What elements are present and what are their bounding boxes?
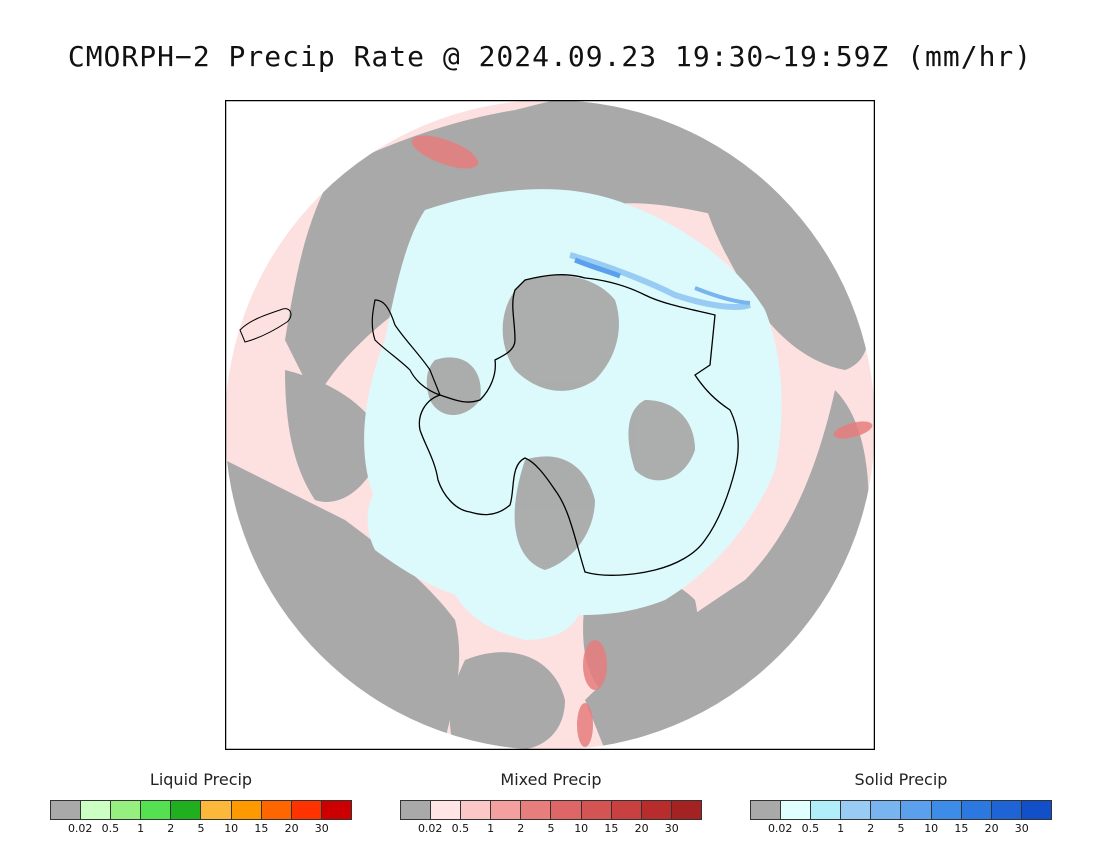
legend-tick-label: 0.5 [801,822,820,835]
legend-swatch [581,801,612,819]
legend-swatch [201,801,232,819]
legend-liquid: Liquid Precip 0.02 0.5 1 2 5 10 15 20 30 [50,770,352,836]
solid-precip-band [569,252,751,310]
legend-mixed-ticks: 0.02 0.5 1 2 5 10 15 20 30 [400,820,702,836]
legend-tick-label: 20 [634,822,649,835]
legend-swatch [1021,801,1051,819]
legend-swatch [491,801,522,819]
legend-tick-label: 1 [837,822,845,835]
legend-swatch [171,801,202,819]
solid-precip-core [574,257,621,279]
legend-tick-label: 0.02 [417,822,443,835]
legend-swatch [811,801,842,819]
precip-map [224,99,876,751]
legend-swatch [751,801,782,819]
legend-swatch [431,801,462,819]
legend-tick-label: 15 [954,822,969,835]
legend-tick-label: 15 [604,822,619,835]
legend-swatch [901,801,932,819]
legend-liquid-title: Liquid Precip [149,770,253,789]
legend-liquid-ticks: 0.02 0.5 1 2 5 10 15 20 30 [50,820,352,836]
legend-swatch [261,801,292,819]
legend-tick-label: 2 [167,822,175,835]
legend-swatch [671,801,701,819]
solid-precip-core-east [694,286,751,305]
legend-tick-label: 0.02 [67,822,93,835]
legend-solid-ticks: 0.02 0.5 1 2 5 10 15 20 30 [750,820,1052,836]
legend-tick-label: 10 [924,822,939,835]
legend-swatch [991,801,1022,819]
legend-tick-label: 30 [1014,822,1029,835]
mixed-precip-spots [411,135,873,747]
legend-solid: Solid Precip 0.02 0.5 1 2 5 10 15 20 30 [750,770,1052,836]
legend-tick-label: 2 [517,822,525,835]
legend-tick-label: 30 [314,822,329,835]
legend-tick-label: 20 [984,822,999,835]
legend-tick-label: 10 [224,822,239,835]
interior-no-precip [426,275,695,570]
map-title: CMORPH−2 Precip Rate @ 2024.09.23 19:30~… [67,40,1033,73]
legend-swatch [641,801,672,819]
legend-tick-label: 30 [664,822,679,835]
legend-swatch [521,801,552,819]
legend-swatch [841,801,872,819]
legend-mixed: Mixed Precip 0.02 0.5 1 2 5 10 15 20 30 [400,770,702,836]
legend-tick-label: 1 [137,822,145,835]
legend-swatch [781,801,812,819]
legend-swatch [961,801,992,819]
precip-map-canvas [224,99,876,751]
legend-swatch [111,801,142,819]
legend-tick-label: 5 [897,822,905,835]
antarctic-peninsula [371,299,442,396]
legend-mixed-bar [400,800,702,820]
legend-tick-label: 15 [254,822,269,835]
legend-tick-label: 10 [574,822,589,835]
legend-tick-label: 5 [197,822,205,835]
south-america-tip [239,308,292,343]
legend-solid-title: Solid Precip [854,770,948,789]
legend-swatch [871,801,902,819]
legend-tick-label: 1 [487,822,495,835]
legend-tick-label: 20 [284,822,299,835]
antarctica-coastline [418,274,739,576]
map-frame-border [224,99,876,751]
legend-swatch [401,801,432,819]
legend-tick-label: 0.02 [767,822,793,835]
legend-swatch [461,801,492,819]
legend-swatch [81,801,112,819]
legend-solid-bar [750,800,1052,820]
legend-swatch [141,801,172,819]
legend-tick-label: 0.5 [101,822,120,835]
legend-swatch [321,801,351,819]
legend-swatch [291,801,322,819]
legend-swatch [931,801,962,819]
legend-tick-label: 0.5 [451,822,470,835]
legend-swatch [551,801,582,819]
legend-swatch [51,801,82,819]
legend-tick-label: 2 [867,822,875,835]
legend-mixed-title: Mixed Precip [500,770,602,789]
legend-swatch [611,801,642,819]
legend-swatch [231,801,262,819]
legend-tick-label: 5 [547,822,555,835]
legend-liquid-bar [50,800,352,820]
